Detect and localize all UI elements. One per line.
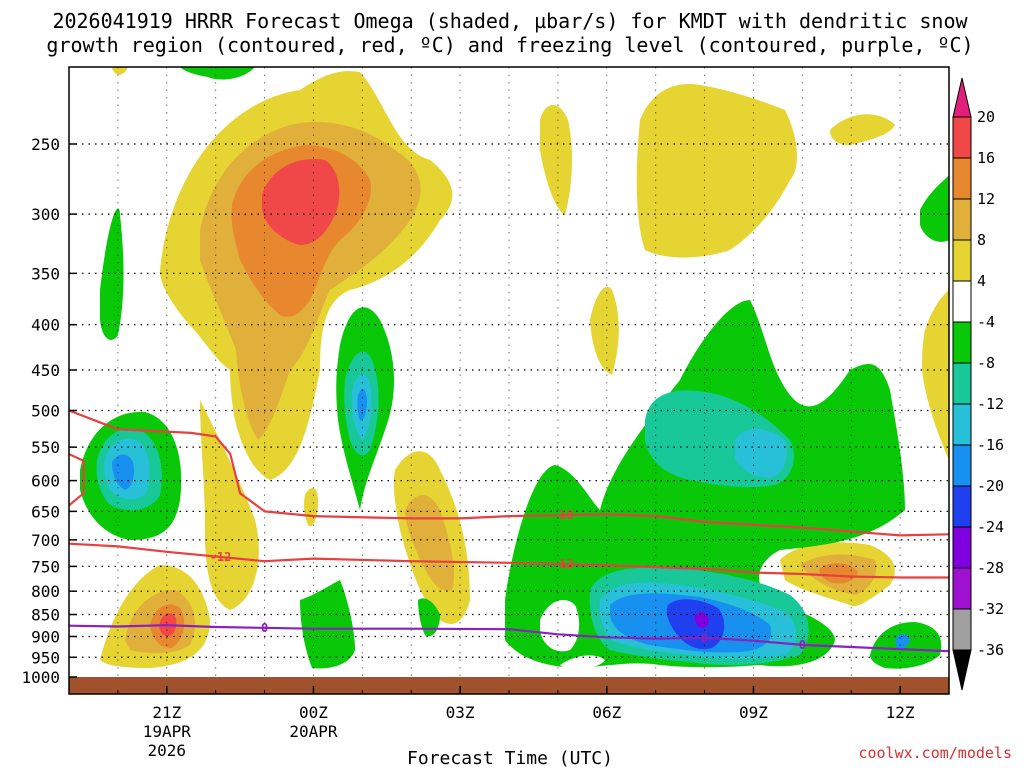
omega-neg-4-region-col [300,580,355,669]
omega-neutral-hole [540,600,580,652]
omega-neg-4-region-top-green [200,67,255,80]
y-tick-label-400: 400 [31,316,60,335]
ground-surface [69,677,949,694]
omega-pos-4-region-top2 [636,84,797,258]
y-tick-label-900: 900 [31,627,60,646]
colorbar-bin [952,567,972,610]
y-tick-label-500: 500 [31,402,60,421]
x-tick-label-03Z: 03Z [446,703,475,722]
colorbar-bottom-arrow [952,649,972,691]
y-tick-label-600: 600 [31,472,60,491]
omega-neg-24-region [694,612,709,628]
x-tick-label-12Z: 12Z [886,703,915,722]
omega-pos-16-region [262,159,340,245]
colorbar-label-16: 16 [977,149,995,167]
colorbar-label--24: -24 [977,518,1004,536]
colorbar-label-12: 12 [977,190,995,208]
y-tick-label-550: 550 [31,438,60,457]
y-tick-label-700: 700 [31,531,60,550]
contour-line--18 [69,409,949,537]
x-tick-label-09Z: 09Z [739,703,768,722]
contour-label--12: -12 [210,550,232,564]
contour-line-0 [69,624,949,653]
y-tick-label-950: 950 [31,648,60,667]
colorbar-label-8: 8 [977,231,986,249]
omega-neutral-hole2 [560,655,605,670]
omega-pos-4-region-topleft [112,67,128,75]
colorbar-label-4: 4 [977,272,986,290]
colorbar-label--28: -28 [977,559,1004,577]
colorbar-bin [952,362,972,405]
colorbar: 20 16 12 8 4 -4 -8 -12 -16 -20 -24 -28 -32 -36 [952,77,1004,691]
x-tick-sublabel-20APR: 20APR [289,722,338,741]
contour-label-0: 0 [261,621,268,635]
contour-label-0: 0 [701,631,708,645]
colorbar-label--16: -16 [977,436,1004,454]
x-tick-label-06Z: 06Z [592,703,621,722]
colorbar-label--20: -20 [977,477,1004,495]
contour-label--18: -18 [552,508,574,522]
colorbar-label--36: -36 [977,641,1004,659]
x-tick-sublabel-2026: 2026 [148,741,187,760]
colorbar-label--8: -8 [977,354,995,372]
colorbar-bin [952,280,972,323]
chart-title-line1: 2026041919 HRRR Forecast Omega (shaded, … [52,9,968,33]
colorbar-bin [952,485,972,528]
colorbar-bin [952,526,972,569]
y-tick-label-350: 350 [31,264,60,283]
chart-title-line2: growth region (contoured, red, ºC) and f… [46,33,973,57]
contour-line--12 [69,542,949,579]
omega-pos-4-region-top1 [540,105,572,215]
contour-lines: -18 -12 -12 0 0 0 [69,409,949,653]
omega-neg-16-region-spike [357,388,367,421]
omega-neg-4-region-col2 [418,598,440,637]
x-axis-title: Forecast Time (UTC) [407,748,613,768]
colorbar-label--12: -12 [977,395,1004,413]
credit-link[interactable]: coolwx.com/models [858,744,1012,762]
colorbar-bin [952,403,972,446]
colorbar-bin [952,116,972,159]
y-tick-label-1000: 1000 [21,668,60,687]
colorbar-bin [952,239,972,282]
omega-neg-12-region-mid1 [735,428,787,478]
colorbar-label--4: -4 [977,313,995,331]
omega-neg-16-region-r2 [895,633,910,649]
y-axis: 250 300 350 400 450 500 550 600 650 700 750 800 850 9… [21,135,77,687]
colorbar-bin [952,608,972,651]
y-tick-label-300: 300 [31,205,60,224]
y-tick-label-250: 250 [31,135,60,154]
colorbar-bin [952,198,972,241]
omega-pos-4-region-right [922,290,949,460]
colorbar-bin [952,444,972,487]
omega-pos-4-region-small [590,286,619,375]
contour-label-0: 0 [799,638,806,652]
y-tick-label-450: 450 [31,361,60,380]
omega-pos-12-region-r2 [819,563,858,584]
contour-label--12: -12 [552,557,574,571]
colorbar-top-arrow [952,77,972,118]
colorbar-label-20: 20 [977,108,995,126]
omega-neg-4-region-right1 [920,175,949,242]
contour-line-segment-2 [69,453,85,507]
y-tick-label-800: 800 [31,582,60,601]
colorbar-label--32: -32 [977,600,1004,618]
y-tick-label-650: 650 [31,502,60,521]
omega-pos-4-region-top3 [830,114,895,145]
colorbar-bin [952,321,972,364]
x-tick-label-21Z: 21Z [152,703,181,722]
y-tick-label-750: 750 [31,557,60,576]
x-tick-label-00Z: 00Z [299,703,328,722]
colorbar-bin [952,157,972,200]
x-tick-sublabel-19APR: 19APR [143,722,192,741]
y-tick-label-850: 850 [31,606,60,625]
